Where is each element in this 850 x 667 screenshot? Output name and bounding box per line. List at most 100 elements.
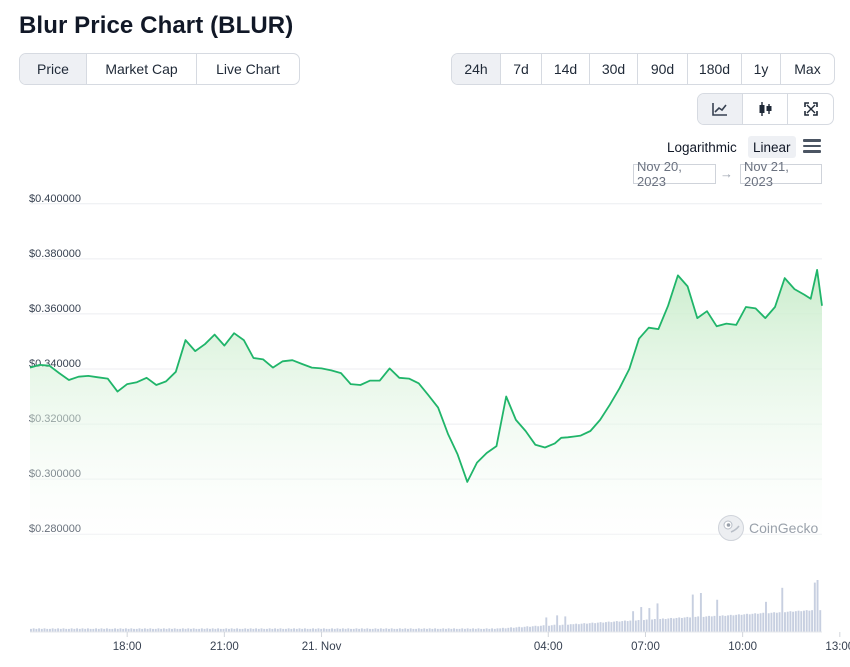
volume-bar bbox=[580, 623, 583, 632]
page-title: Blur Price Chart (BLUR) bbox=[19, 12, 294, 39]
volume-bar bbox=[401, 628, 404, 632]
volume-bar bbox=[526, 626, 529, 632]
volume-bar bbox=[135, 628, 138, 632]
price-line bbox=[29, 269, 823, 483]
coingecko-watermark: CoinGecko bbox=[717, 514, 818, 542]
volume-bar bbox=[38, 628, 41, 632]
volume-bar bbox=[564, 616, 567, 632]
range-30d[interactable]: 30d bbox=[590, 54, 638, 84]
volume-bar bbox=[748, 614, 751, 632]
volume-bar bbox=[737, 614, 740, 632]
volume-bar bbox=[588, 623, 591, 632]
range-180d[interactable]: 180d bbox=[688, 54, 742, 84]
range-1y[interactable]: 1y bbox=[742, 54, 781, 84]
volume-bar bbox=[322, 628, 325, 632]
x-tick-label: 04:00 bbox=[534, 641, 563, 653]
hamburger-menu-icon[interactable] bbox=[803, 139, 821, 153]
volume-bar bbox=[651, 619, 654, 632]
volume-bar bbox=[276, 628, 279, 632]
watermark-label: CoinGecko bbox=[749, 520, 819, 536]
volume-bar bbox=[417, 628, 420, 632]
volume-bar bbox=[105, 628, 108, 632]
line-chart-button[interactable] bbox=[698, 94, 743, 124]
volume-bar bbox=[76, 628, 79, 632]
range-7d[interactable]: 7d bbox=[501, 54, 542, 84]
volume-bar bbox=[626, 621, 629, 632]
volume-bar bbox=[567, 624, 569, 632]
x-tick-label: 07:00 bbox=[631, 641, 660, 653]
tab-market-cap[interactable]: Market Cap bbox=[87, 54, 197, 84]
volume-bar bbox=[214, 628, 217, 632]
date-range-arrow: → bbox=[720, 166, 733, 181]
y-tick-label: $0.380000 bbox=[29, 248, 81, 260]
volume-bar bbox=[198, 628, 201, 632]
volume-bar bbox=[767, 613, 770, 632]
volume-bar bbox=[577, 624, 580, 632]
volume-bar bbox=[653, 619, 656, 632]
range-max[interactable]: Max bbox=[794, 61, 821, 77]
volume-bar bbox=[439, 628, 442, 632]
date-to-input[interactable]: Nov 21, 2023 bbox=[740, 159, 822, 189]
volume-bar bbox=[634, 620, 637, 632]
volume-bar bbox=[510, 627, 512, 632]
volume-bar bbox=[518, 626, 521, 632]
volume-bar bbox=[282, 628, 285, 632]
volume-bar bbox=[708, 615, 710, 632]
volume-bar bbox=[493, 628, 496, 632]
candlestick-button[interactable] bbox=[743, 94, 788, 124]
volume-bar bbox=[160, 628, 163, 632]
volume-bar bbox=[542, 625, 545, 632]
volume-bar bbox=[209, 628, 211, 632]
volume-bar bbox=[537, 626, 540, 632]
volume-bar bbox=[469, 628, 472, 632]
volume-bar bbox=[181, 628, 184, 632]
volume-bar bbox=[453, 628, 456, 632]
volume-bar bbox=[561, 624, 564, 632]
volume-bar bbox=[645, 619, 648, 632]
volume-bar bbox=[290, 628, 293, 632]
price-chart[interactable]: $0.400000$0.380000$0.360000$0.340000$0.3… bbox=[0, 190, 850, 667]
tab-price[interactable]: Price bbox=[20, 54, 87, 84]
volume-bar bbox=[632, 611, 635, 632]
range-90d[interactable]: 90d bbox=[638, 54, 688, 84]
scale-logarithmic-button[interactable]: Logarithmic bbox=[667, 139, 737, 155]
fullscreen-button[interactable] bbox=[788, 94, 833, 124]
volume-bar bbox=[803, 610, 805, 632]
volume-bar bbox=[62, 628, 65, 632]
tab-live-chart[interactable]: Live Chart bbox=[216, 61, 280, 77]
volume-bar bbox=[805, 610, 808, 632]
volume-bar bbox=[184, 628, 187, 632]
range-14d[interactable]: 14d bbox=[542, 54, 590, 84]
volume-bar bbox=[819, 610, 822, 632]
volume-bar bbox=[412, 628, 415, 632]
volume-bar bbox=[390, 628, 393, 632]
volume-bar bbox=[667, 618, 670, 632]
date-from-input[interactable]: Nov 20, 2023 bbox=[633, 159, 716, 189]
volume-bar bbox=[423, 628, 426, 632]
volume-bar bbox=[382, 628, 385, 632]
range-24h[interactable]: 24h bbox=[452, 54, 501, 84]
x-tick-label: 18:00 bbox=[113, 641, 142, 653]
volume-bar bbox=[520, 627, 523, 632]
x-tick-label: 21:00 bbox=[210, 641, 239, 653]
volume-bar bbox=[770, 612, 773, 632]
volume-bar bbox=[127, 628, 130, 632]
volume-bar bbox=[263, 628, 266, 632]
volume-bar bbox=[287, 628, 290, 632]
volume-bar bbox=[586, 623, 588, 632]
volume-bar bbox=[751, 613, 754, 632]
volume-bar bbox=[431, 628, 434, 632]
volume-bar bbox=[515, 627, 518, 632]
x-tick-label: 13:00 bbox=[825, 641, 850, 653]
scale-linear-button[interactable]: Linear bbox=[748, 136, 796, 158]
volume-bar bbox=[689, 617, 692, 632]
volume-bar bbox=[463, 628, 466, 632]
volume-bar bbox=[260, 628, 263, 632]
volume-bar bbox=[154, 628, 157, 632]
volume-bar bbox=[97, 628, 100, 632]
volume-bar bbox=[642, 620, 645, 632]
x-tick-label: 21. Nov bbox=[302, 641, 342, 653]
volume-bar bbox=[331, 628, 333, 632]
volume-bar bbox=[415, 628, 418, 632]
volume-bar bbox=[583, 623, 586, 632]
